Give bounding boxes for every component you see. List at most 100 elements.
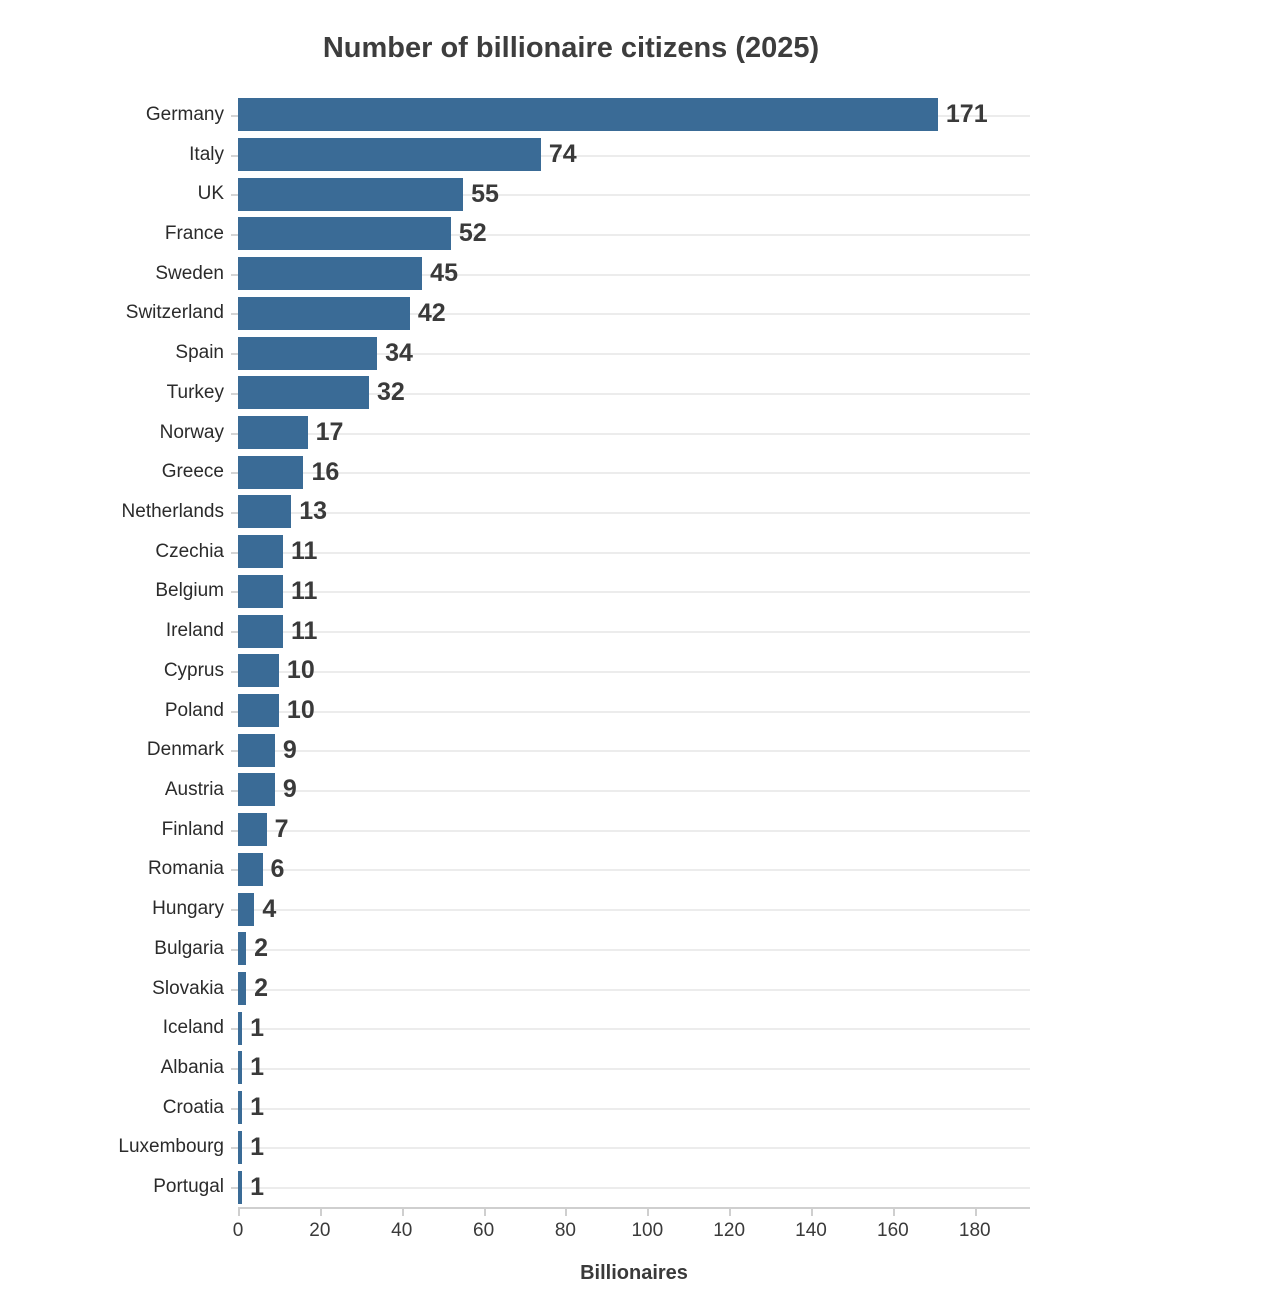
y-axis-label: Turkey — [166, 381, 224, 403]
bar-row: Slovakia 2 — [152, 969, 1030, 1009]
gridline — [238, 710, 1030, 713]
y-axis-label: Romania — [147, 858, 224, 880]
gridline — [238, 273, 1030, 276]
x-tick-label: 60 — [473, 1220, 495, 1241]
bar — [238, 1091, 243, 1125]
bar-row: Hungary 4 — [152, 889, 1030, 929]
bar-row: Poland 10 — [165, 691, 1030, 731]
gridline — [238, 948, 1030, 951]
y-axis-label: Italy — [189, 143, 224, 165]
bar — [238, 416, 308, 450]
bar-row: Turkey 32 — [167, 373, 1030, 413]
y-tick — [231, 1107, 238, 1110]
value-label: 1 — [250, 1053, 264, 1082]
gridline — [238, 194, 1030, 197]
value-label: 55 — [471, 179, 499, 208]
value-label: 2 — [254, 974, 269, 1003]
value-label: 10 — [286, 656, 315, 685]
bar-row: Albania 1 — [161, 1048, 1030, 1088]
bar-row: Romania 6 — [148, 850, 1030, 890]
bar — [238, 1051, 243, 1085]
bar-row: Luxembourg 1 — [118, 1128, 1030, 1168]
x-tick — [729, 1209, 732, 1216]
x-tick-label: 140 — [795, 1220, 827, 1241]
bar-row: Italy 74 — [189, 135, 1030, 175]
value-label: 1 — [250, 1093, 264, 1122]
chart-title: Number of billionaire citizens (2025) — [322, 32, 820, 64]
bar — [238, 336, 378, 370]
x-tick — [892, 1209, 895, 1216]
gridline — [238, 631, 1030, 634]
value-label: 52 — [458, 219, 487, 248]
y-tick — [231, 1028, 238, 1031]
y-tick — [231, 551, 238, 554]
gridline — [238, 591, 1030, 594]
y-axis-label: Finland — [161, 818, 224, 840]
value-label: 16 — [311, 457, 340, 486]
y-axis-label: Switzerland — [125, 302, 224, 324]
bar — [238, 1130, 243, 1164]
bar — [238, 296, 410, 330]
y-axis-label: Cyprus — [163, 659, 224, 681]
value-label: 7 — [274, 815, 289, 844]
bar — [238, 574, 284, 608]
gridline — [238, 909, 1030, 912]
x-tick-label: 120 — [713, 1220, 746, 1241]
x-axis: 0 20 40 60 80 100 120 140 160 180 — [233, 1207, 1030, 1241]
bar-row: Sweden 45 — [155, 254, 1030, 294]
y-tick — [231, 710, 238, 713]
x-tick — [401, 1209, 404, 1216]
bar-row: Netherlands 13 — [122, 492, 1030, 532]
y-tick — [231, 670, 238, 673]
bar — [238, 614, 284, 648]
gridline — [238, 432, 1030, 435]
y-tick — [231, 194, 238, 197]
value-label: 11 — [291, 576, 318, 605]
y-tick — [231, 1067, 238, 1070]
value-label: 2 — [254, 934, 269, 963]
bar-row: Belgium 11 — [155, 572, 1030, 612]
y-tick — [231, 313, 238, 316]
x-tick — [811, 1209, 814, 1216]
bar — [238, 852, 263, 886]
y-axis-label: Luxembourg — [118, 1136, 224, 1158]
y-axis-label: Slovakia — [152, 977, 224, 999]
y-axis-label: Sweden — [155, 262, 224, 284]
y-axis-label: Netherlands — [121, 500, 224, 522]
value-label: 171 — [945, 100, 988, 129]
bar-row: Germany 171 — [146, 95, 1030, 135]
y-axis-label: Croatia — [162, 1096, 224, 1118]
value-label: 1 — [250, 1013, 264, 1042]
plot-panel: Germany 171 Italy 74 UK 55 France 52 Sweden 45 Swi… — [118, 95, 1030, 1207]
bar — [238, 694, 279, 728]
gridline — [238, 1187, 1030, 1190]
y-axis-label: Austria — [164, 778, 224, 800]
gridline — [238, 829, 1030, 832]
value-label: 45 — [430, 259, 458, 288]
bar — [238, 98, 938, 132]
y-tick — [231, 591, 238, 594]
y-axis-label: Ireland — [165, 620, 224, 642]
value-label: 32 — [376, 378, 405, 407]
gridline — [238, 233, 1030, 236]
x-tick — [974, 1209, 977, 1216]
bar — [238, 654, 279, 688]
value-label: 11 — [291, 616, 318, 645]
gridline — [238, 154, 1030, 157]
value-label: 6 — [270, 854, 285, 883]
x-tick — [483, 1209, 486, 1216]
bar — [238, 177, 464, 211]
x-tick — [238, 1209, 240, 1216]
bar-row: Portugal 1 — [153, 1167, 1030, 1207]
y-tick — [231, 909, 238, 912]
gridline — [238, 1147, 1030, 1150]
value-label: 1 — [250, 1172, 264, 1201]
bar-row: Bulgaria 2 — [154, 929, 1030, 969]
value-label: 42 — [417, 298, 446, 327]
gridline — [238, 1028, 1030, 1031]
x-tick-label: 180 — [958, 1220, 991, 1241]
x-tick — [565, 1209, 568, 1216]
y-tick — [231, 273, 238, 276]
y-axis-label: Albania — [160, 1056, 224, 1078]
